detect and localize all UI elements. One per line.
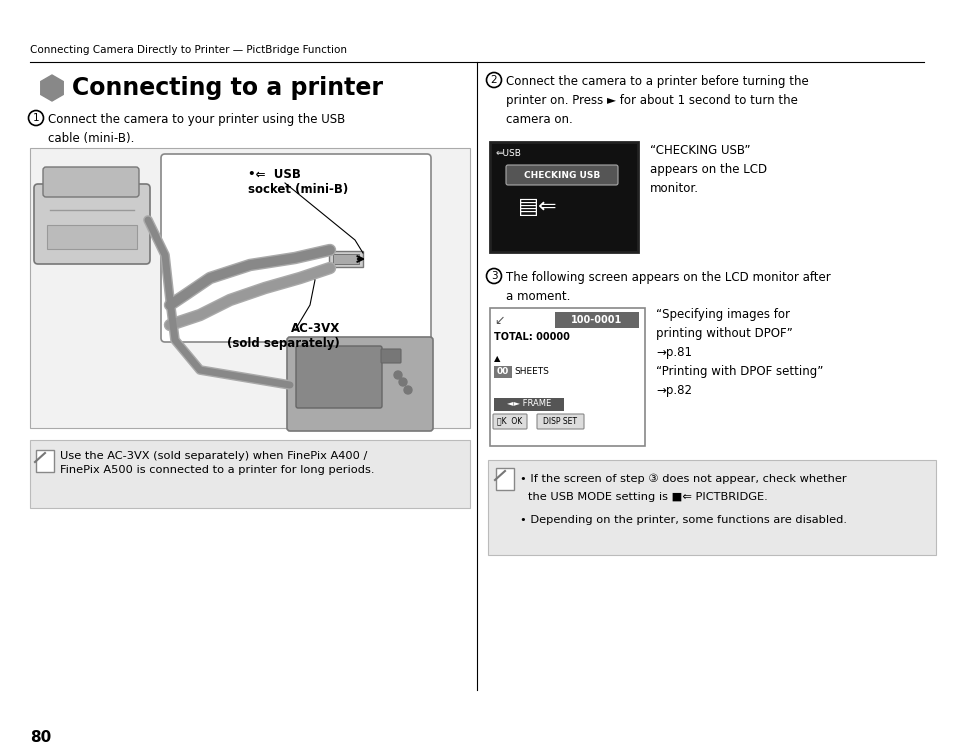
FancyBboxPatch shape (488, 460, 935, 555)
FancyBboxPatch shape (329, 251, 363, 267)
Text: ◄► FRAME: ◄► FRAME (506, 399, 551, 408)
Text: 100-0001: 100-0001 (571, 315, 622, 325)
Text: DISP SET: DISP SET (542, 417, 577, 426)
FancyBboxPatch shape (30, 440, 470, 508)
FancyBboxPatch shape (490, 308, 644, 446)
Text: ▲: ▲ (494, 354, 500, 363)
Text: Connect the camera to a printer before turning the
printer on. Press ► for about: Connect the camera to a printer before t… (505, 75, 808, 126)
FancyBboxPatch shape (490, 142, 638, 252)
FancyBboxPatch shape (30, 148, 470, 428)
Text: CHECKING USB: CHECKING USB (523, 171, 599, 180)
FancyBboxPatch shape (161, 154, 431, 342)
FancyBboxPatch shape (494, 366, 512, 378)
Text: Use the AC-3VX (sold separately) when FinePix A400 /
FinePix A500 is connected t: Use the AC-3VX (sold separately) when Fi… (60, 451, 375, 476)
FancyBboxPatch shape (43, 167, 139, 197)
Text: ⇐USB: ⇐USB (496, 149, 521, 158)
Text: • Depending on the printer, some functions are disabled.: • Depending on the printer, some functio… (519, 515, 846, 525)
Text: “CHECKING USB”
appears on the LCD
monitor.: “CHECKING USB” appears on the LCD monito… (649, 144, 766, 195)
Polygon shape (41, 75, 63, 101)
Text: 3: 3 (490, 271, 497, 281)
FancyBboxPatch shape (287, 337, 433, 431)
FancyBboxPatch shape (333, 254, 358, 264)
Circle shape (403, 386, 412, 394)
Text: 1: 1 (32, 113, 39, 123)
Text: ↙: ↙ (494, 314, 504, 327)
Text: Connecting to a printer: Connecting to a printer (71, 76, 382, 100)
FancyBboxPatch shape (496, 468, 514, 490)
FancyBboxPatch shape (47, 225, 137, 249)
Text: Connecting Camera Directly to Printer — PictBridge Function: Connecting Camera Directly to Printer — … (30, 45, 347, 55)
Text: 80: 80 (30, 730, 51, 745)
FancyBboxPatch shape (505, 165, 618, 185)
Text: SHEETS: SHEETS (514, 368, 548, 377)
FancyBboxPatch shape (494, 398, 563, 411)
Text: •⇐  USB
socket (mini-B): •⇐ USB socket (mini-B) (248, 168, 348, 196)
Text: the USB MODE setting is ■⇐ PICTBRIDGE.: the USB MODE setting is ■⇐ PICTBRIDGE. (527, 492, 767, 502)
Text: ⓄK  OK: ⓄK OK (497, 417, 522, 426)
Text: “Specifying images for
printing without DPOF”
→p.81
“Printing with DPOF setting”: “Specifying images for printing without … (656, 308, 822, 397)
Text: AC-3VX
(sold separately): AC-3VX (sold separately) (227, 322, 339, 350)
Text: The following screen appears on the LCD monitor after
a moment.: The following screen appears on the LCD … (505, 271, 830, 303)
FancyBboxPatch shape (295, 346, 381, 408)
Text: • If the screen of step ③ does not appear, check whether: • If the screen of step ③ does not appea… (519, 474, 845, 485)
FancyBboxPatch shape (34, 184, 150, 264)
Text: 00: 00 (497, 368, 509, 377)
FancyBboxPatch shape (36, 450, 54, 472)
Text: TOTAL: 00000: TOTAL: 00000 (494, 332, 569, 342)
FancyBboxPatch shape (555, 312, 639, 328)
Text: 2: 2 (490, 75, 497, 85)
Circle shape (394, 371, 401, 379)
FancyBboxPatch shape (380, 349, 400, 363)
Text: Connect the camera to your printer using the USB
cable (mini-B).: Connect the camera to your printer using… (48, 113, 345, 145)
Text: ▤⇐: ▤⇐ (517, 197, 558, 217)
FancyBboxPatch shape (537, 414, 583, 429)
Circle shape (398, 378, 407, 386)
FancyBboxPatch shape (493, 414, 526, 429)
